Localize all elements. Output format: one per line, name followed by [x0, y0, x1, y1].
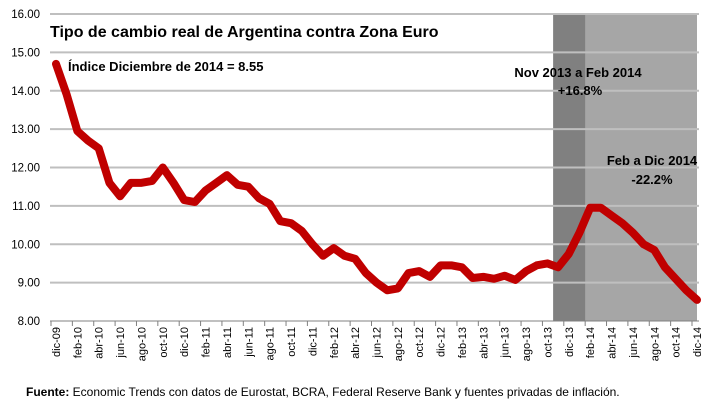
- chart-title: Tipo de cambio real de Argentina contra …: [50, 24, 439, 41]
- x-tick-label: jun-12: [372, 327, 384, 359]
- x-tick-label: abr-13: [478, 327, 490, 359]
- x-tick-label: ago-14: [649, 327, 661, 361]
- x-tick-label: abr-11: [222, 327, 234, 358]
- x-tick-label: feb-14: [585, 327, 597, 358]
- y-tick-label: 14.00: [11, 86, 40, 98]
- x-tick-label: feb-13: [457, 327, 469, 358]
- x-tick-label: jun-13: [500, 327, 512, 359]
- x-tick-label: dic-09: [51, 327, 63, 357]
- region-1-label: Nov 2013 a Feb 2014: [514, 65, 642, 80]
- x-tick-label: ago-10: [136, 327, 148, 361]
- y-tick-label: 8.00: [18, 316, 40, 328]
- x-tick-label: dic-12: [436, 327, 448, 357]
- x-tick-label: abr-14: [607, 327, 619, 359]
- x-tick-label: oct-14: [671, 327, 683, 358]
- x-tick-label: abr-12: [350, 327, 362, 359]
- region-2-value: -22.2%: [631, 172, 673, 187]
- x-tick-label: feb-10: [72, 327, 84, 358]
- chart-subtitle: Índice Diciembre de 2014 = 8.55: [68, 59, 263, 74]
- x-tick-label: dic-10: [179, 327, 191, 357]
- x-tick-label: ago-11: [265, 327, 277, 360]
- x-tick-label: dic-11: [307, 327, 319, 356]
- source-note: Fuente: Economic Trends con datos de Eur…: [26, 385, 620, 399]
- x-tick-label: ago-13: [521, 327, 533, 361]
- x-tick-label: jun-11: [243, 327, 255, 358]
- y-tick-label: 10.00: [11, 239, 40, 251]
- y-tick-label: 12.00: [11, 163, 40, 175]
- y-tick-label: 15.00: [11, 47, 40, 59]
- y-tick-label: 11.00: [12, 201, 40, 213]
- y-tick-label: 13.00: [11, 124, 40, 136]
- x-tick-label: jun-10: [115, 327, 127, 359]
- x-tick-label: oct-12: [414, 327, 426, 358]
- x-tick-label: oct-11: [286, 327, 298, 357]
- y-tick-label: 16.00: [11, 9, 40, 21]
- x-tick-label: feb-11: [201, 327, 213, 357]
- x-tick-label: ago-12: [393, 327, 405, 361]
- y-tick-label: 9.00: [18, 278, 40, 290]
- x-tick-label: oct-13: [542, 327, 554, 358]
- source-label: Fuente:: [26, 385, 70, 399]
- region-1-value: +16.8%: [558, 83, 603, 98]
- x-tick-label: feb-12: [329, 327, 341, 358]
- line-chart: 8.00 9.00 10.00 11.00 12.00 13.00 14.00 15.00 16…: [11, 9, 704, 361]
- x-tick-label: jun-14: [628, 327, 640, 359]
- source-text: Economic Trends con datos de Eurostat, B…: [69, 385, 620, 399]
- x-tick-label: oct-10: [158, 327, 170, 358]
- x-tick-label: abr-10: [94, 327, 106, 359]
- x-tick-label: dic-14: [692, 327, 704, 357]
- region-2-label: Feb a Dic 2014: [607, 153, 698, 168]
- x-tick-label: dic-13: [564, 327, 576, 357]
